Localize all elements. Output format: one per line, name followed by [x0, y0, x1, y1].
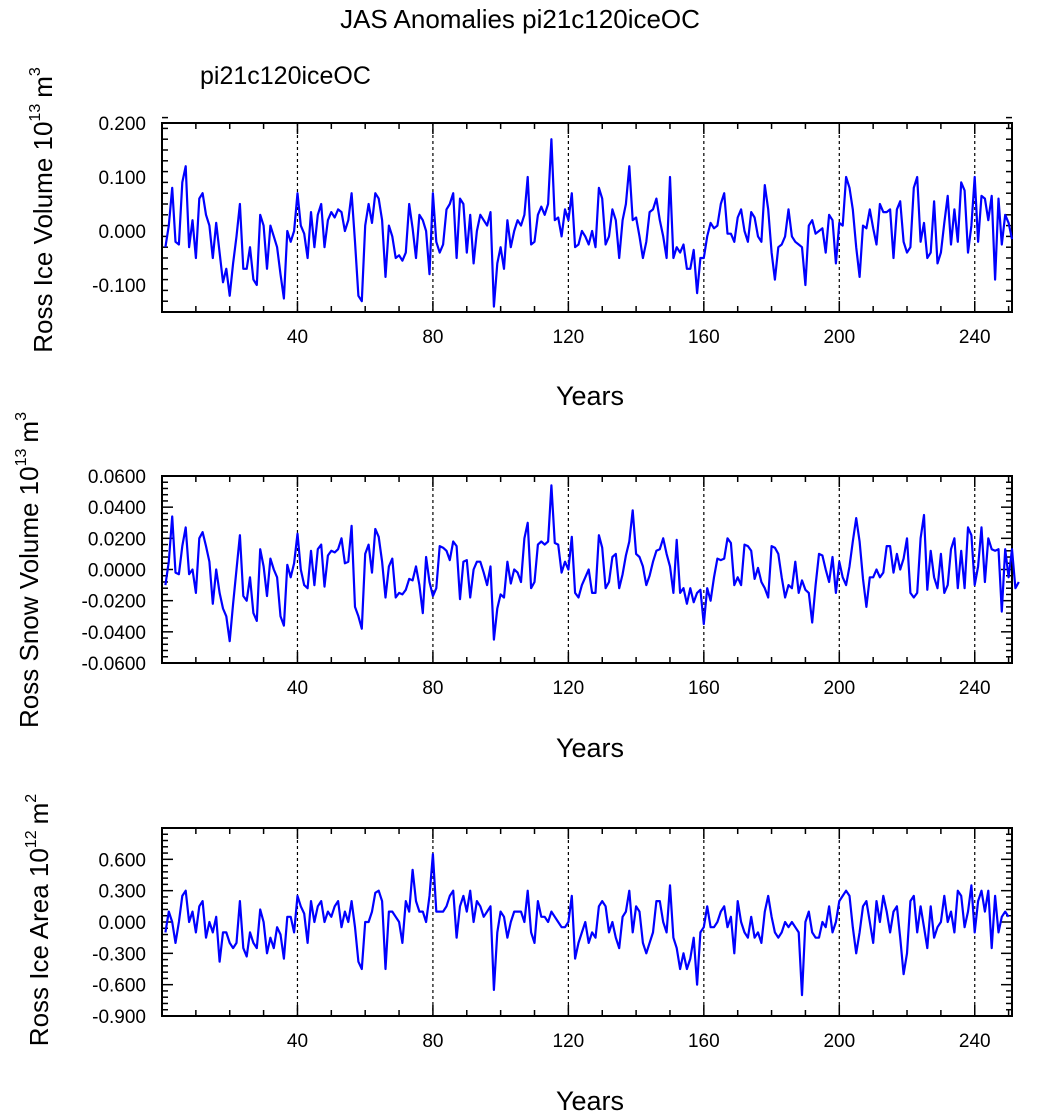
x-axis-label: Years: [556, 733, 624, 763]
y-tick-label: 0.0400: [88, 498, 146, 519]
x-tick-label: 160: [688, 678, 720, 699]
x-tick-label: 120: [553, 1031, 585, 1052]
y-tick-label: -0.0600: [82, 654, 146, 675]
y-tick-label: -0.0400: [82, 623, 146, 644]
x-tick-label: 80: [422, 327, 443, 348]
y-tick-label: 0.600: [98, 850, 146, 871]
x-tick-label: 240: [959, 327, 991, 348]
series-line: [164, 852, 1010, 997]
y-tick-label: 0.000: [98, 913, 146, 934]
y-tick-label: -0.600: [92, 976, 146, 997]
y-tick-label: 0.300: [98, 882, 146, 903]
y-tick-label: -0.0200: [82, 592, 146, 613]
y-tick-label: -0.900: [92, 1007, 146, 1028]
plot-frame: [161, 122, 1013, 313]
y-tick-label: 0.0600: [88, 467, 146, 488]
x-tick-label: 160: [688, 1031, 720, 1052]
chart-panel-ross-ice-area: 40 80 120 160 200 240 -0.900 -0.600 -0.300 0.000 0…: [23, 794, 1013, 1116]
x-tick-label: 80: [422, 678, 443, 699]
y-tick-label: 0.000: [98, 222, 146, 243]
y-tick-label: -0.100: [92, 276, 146, 297]
x-tick-label: 40: [287, 678, 308, 699]
x-tick-label: 240: [959, 678, 991, 699]
y-axis-label: Ross Ice Area 1012m2: [23, 794, 54, 1046]
x-tick-label: 200: [823, 678, 855, 699]
y-tick-label: 0.200: [98, 114, 146, 135]
y-tick-label: 0.100: [98, 168, 146, 189]
chart-panel-ross-ice-volume: 40 80 120 160 200 240 -0.100 0.000 0.100 0.200 Yea…: [27, 67, 1014, 411]
x-tick-label: 40: [287, 1031, 308, 1052]
x-axis-label: Years: [556, 381, 624, 411]
x-tick-label: 240: [959, 1031, 991, 1052]
x-tick-label: 200: [823, 1031, 855, 1052]
chart-panel-ross-snow-volume: 40 80 120 160 200 240 -0.0600 -0.0400 -0.0200 0.0…: [13, 412, 1020, 763]
y-axis-label: Ross Snow Volume 1013m3: [13, 412, 44, 728]
plot-frame: [161, 827, 1013, 1017]
x-axis-label: Years: [556, 1086, 624, 1116]
x-tick-label: 120: [553, 327, 585, 348]
chart-panels: 40 80 120 160 200 240 -0.100 0.000 0.100 0.200 Yea…: [13, 67, 1020, 1116]
main-title: JAS Anomalies pi21c120iceOC: [340, 4, 700, 34]
series-line: [164, 138, 1014, 308]
x-tick-label: 80: [422, 1031, 443, 1052]
x-tick-label: 200: [823, 327, 855, 348]
y-tick-label: 0.0000: [88, 561, 146, 582]
x-tick-label: 120: [553, 678, 585, 699]
y-axis-label: Ross Ice Volume 1013m3: [27, 67, 58, 353]
y-tick-label: -0.300: [92, 944, 146, 965]
x-tick-label: 40: [287, 327, 308, 348]
series-line: [164, 484, 1020, 643]
legend-label: pi21c120iceOC: [200, 62, 371, 90]
y-tick-label: 0.0200: [88, 529, 146, 550]
x-tick-label: 160: [688, 327, 720, 348]
